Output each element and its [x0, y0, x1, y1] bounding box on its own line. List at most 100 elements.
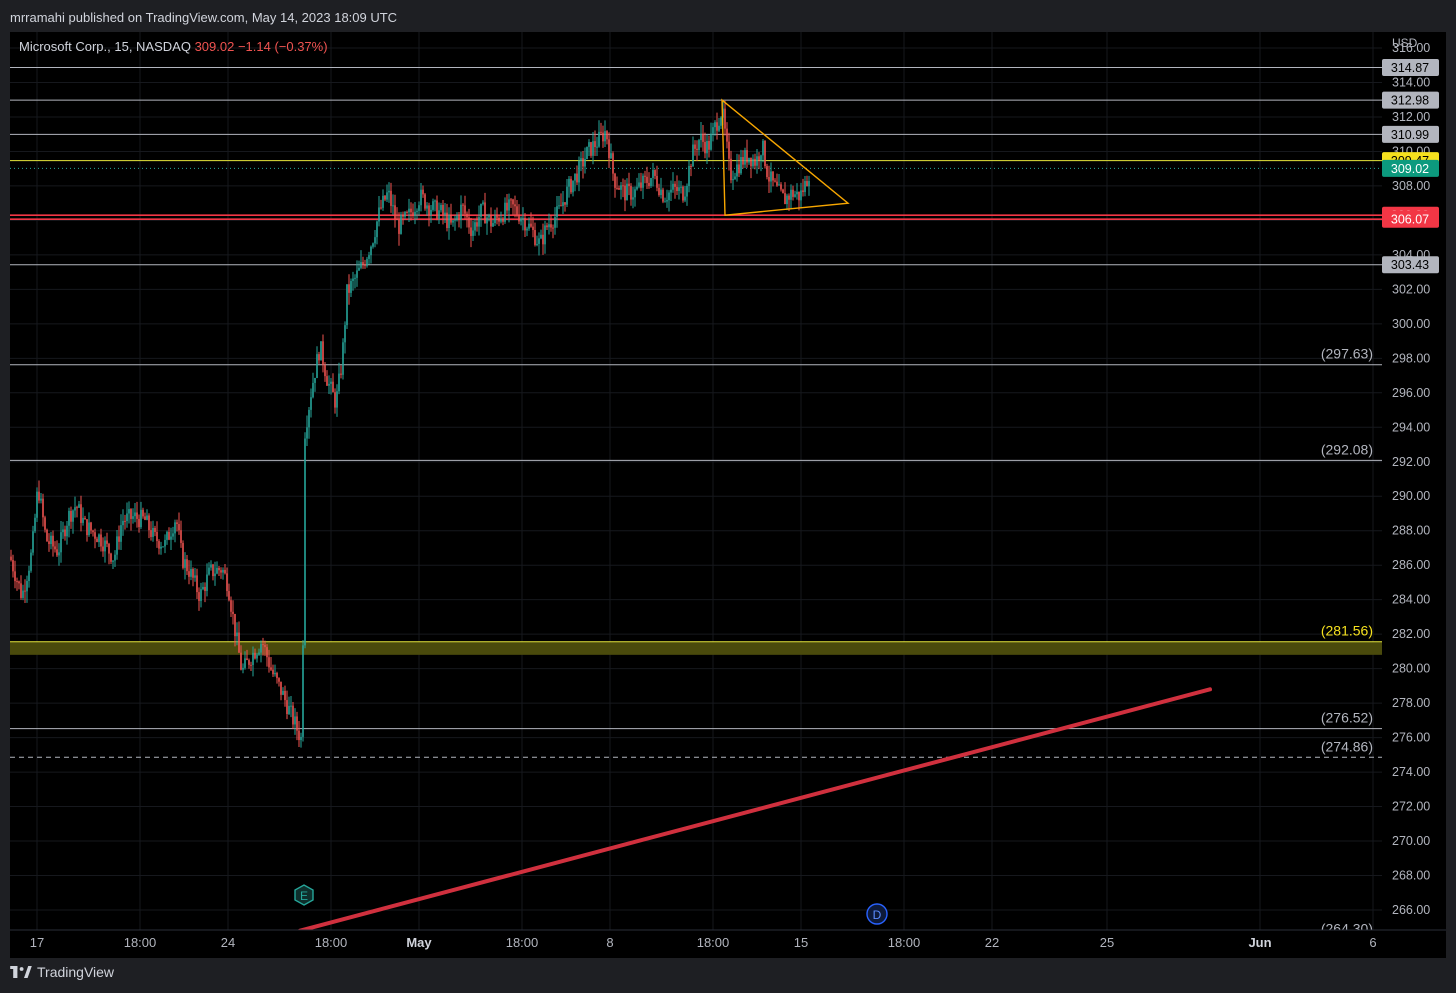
candle-body	[518, 214, 520, 222]
candle-body	[154, 527, 156, 532]
candle-body	[742, 157, 744, 165]
candle-body	[676, 186, 678, 192]
candle-body	[562, 202, 564, 207]
candle-body	[432, 201, 434, 210]
candle-body	[330, 381, 332, 384]
candle-body	[368, 255, 370, 259]
candle-body	[492, 223, 494, 227]
candle-body	[788, 195, 790, 200]
candle-body	[532, 226, 534, 231]
candle-body	[356, 270, 358, 278]
candle-body	[408, 208, 410, 213]
candle-body	[588, 142, 590, 147]
price-tick: 272.00	[1392, 800, 1430, 814]
candle-body	[274, 672, 276, 675]
time-tick: 6	[1369, 935, 1376, 950]
footer-bar: TradingView	[0, 958, 1456, 993]
candle-body	[428, 205, 430, 215]
candle-body	[58, 552, 60, 556]
candle-body	[24, 590, 26, 592]
price-tick: 280.00	[1392, 662, 1430, 676]
candle-body	[10, 556, 12, 561]
candle-body	[734, 176, 736, 180]
candle-body	[420, 189, 422, 206]
candle-body	[436, 200, 438, 219]
candle-body	[268, 657, 270, 668]
candle-body	[290, 705, 292, 707]
candle-body	[170, 536, 172, 540]
price-tick: 276.00	[1392, 731, 1430, 745]
time-axis-panel	[10, 930, 1446, 958]
candle-body	[262, 644, 264, 646]
candle-body	[358, 267, 360, 271]
candle-body	[552, 227, 554, 229]
candle-body	[320, 341, 322, 361]
candle-body	[804, 181, 806, 193]
candle-body	[496, 215, 498, 218]
candle-body	[686, 186, 688, 197]
price-tick: 266.00	[1392, 903, 1430, 917]
candle-body	[442, 204, 444, 215]
horizontal-levels	[10, 66, 1382, 758]
price-tick: 312.00	[1392, 110, 1430, 124]
rising-trendline	[298, 687, 1212, 933]
dividend-marker-label: D	[873, 908, 882, 922]
candle-body	[626, 183, 628, 201]
candle-body	[82, 517, 84, 523]
candle-body	[544, 225, 546, 245]
candle-body	[774, 180, 776, 182]
candle-body	[328, 383, 330, 386]
candle-body	[152, 527, 154, 537]
candle-body	[568, 178, 570, 187]
candle-body	[280, 681, 282, 695]
price-badge-label: 306.07	[1391, 213, 1429, 227]
candle-body	[672, 183, 674, 190]
candle-body	[230, 600, 232, 612]
candle-body	[238, 632, 240, 653]
candle-body	[246, 658, 248, 661]
candle-body	[512, 199, 514, 205]
candle-body	[772, 171, 774, 181]
candle-body	[52, 535, 54, 547]
time-tick: 18:00	[888, 935, 921, 950]
candle-body	[760, 155, 762, 161]
candle-body	[634, 189, 636, 198]
candle-body	[494, 215, 496, 224]
candle-body	[726, 128, 728, 142]
candle-body	[248, 660, 250, 665]
symbol-legend: Microsoft Corp., 15, NASDAQ 309.02 −1.14…	[19, 39, 328, 54]
level-label: (274.86)	[1321, 738, 1373, 754]
price-chart[interactable]: USD316.00314.00312.00310.00308.00306.003…	[10, 32, 1446, 958]
candle-body	[26, 581, 28, 592]
candle-body	[292, 705, 294, 725]
candle-body	[96, 538, 98, 543]
candle-body	[714, 122, 716, 128]
candle-body	[86, 519, 88, 536]
tradingview-logo[interactable]: TradingView	[10, 964, 114, 980]
candle-body	[770, 171, 772, 182]
candle-body	[352, 278, 354, 281]
candle-body	[434, 200, 436, 202]
candle-body	[564, 202, 566, 205]
candle-body	[658, 187, 660, 196]
candle-body	[56, 549, 58, 556]
candle-body	[164, 539, 166, 547]
candle-body	[326, 376, 328, 386]
candle-body	[490, 214, 492, 227]
candle-body	[566, 186, 568, 205]
price-badge-label: 303.43	[1391, 258, 1429, 272]
candle-body	[54, 546, 56, 550]
publish-bar: mrramahi published on TradingView.com, M…	[0, 0, 1456, 34]
price-tick: 316.00	[1392, 41, 1430, 55]
price-tick: 292.00	[1392, 455, 1430, 469]
candle-body	[616, 187, 618, 189]
candle-body	[802, 190, 804, 193]
candle-body	[66, 525, 68, 537]
price-tick: 268.00	[1392, 869, 1430, 883]
candle-body	[182, 542, 184, 568]
candle-body	[122, 520, 124, 526]
candle-body	[644, 175, 646, 177]
price-tick: 314.00	[1392, 75, 1430, 89]
candle-body	[446, 212, 448, 229]
candle-body	[426, 205, 428, 209]
